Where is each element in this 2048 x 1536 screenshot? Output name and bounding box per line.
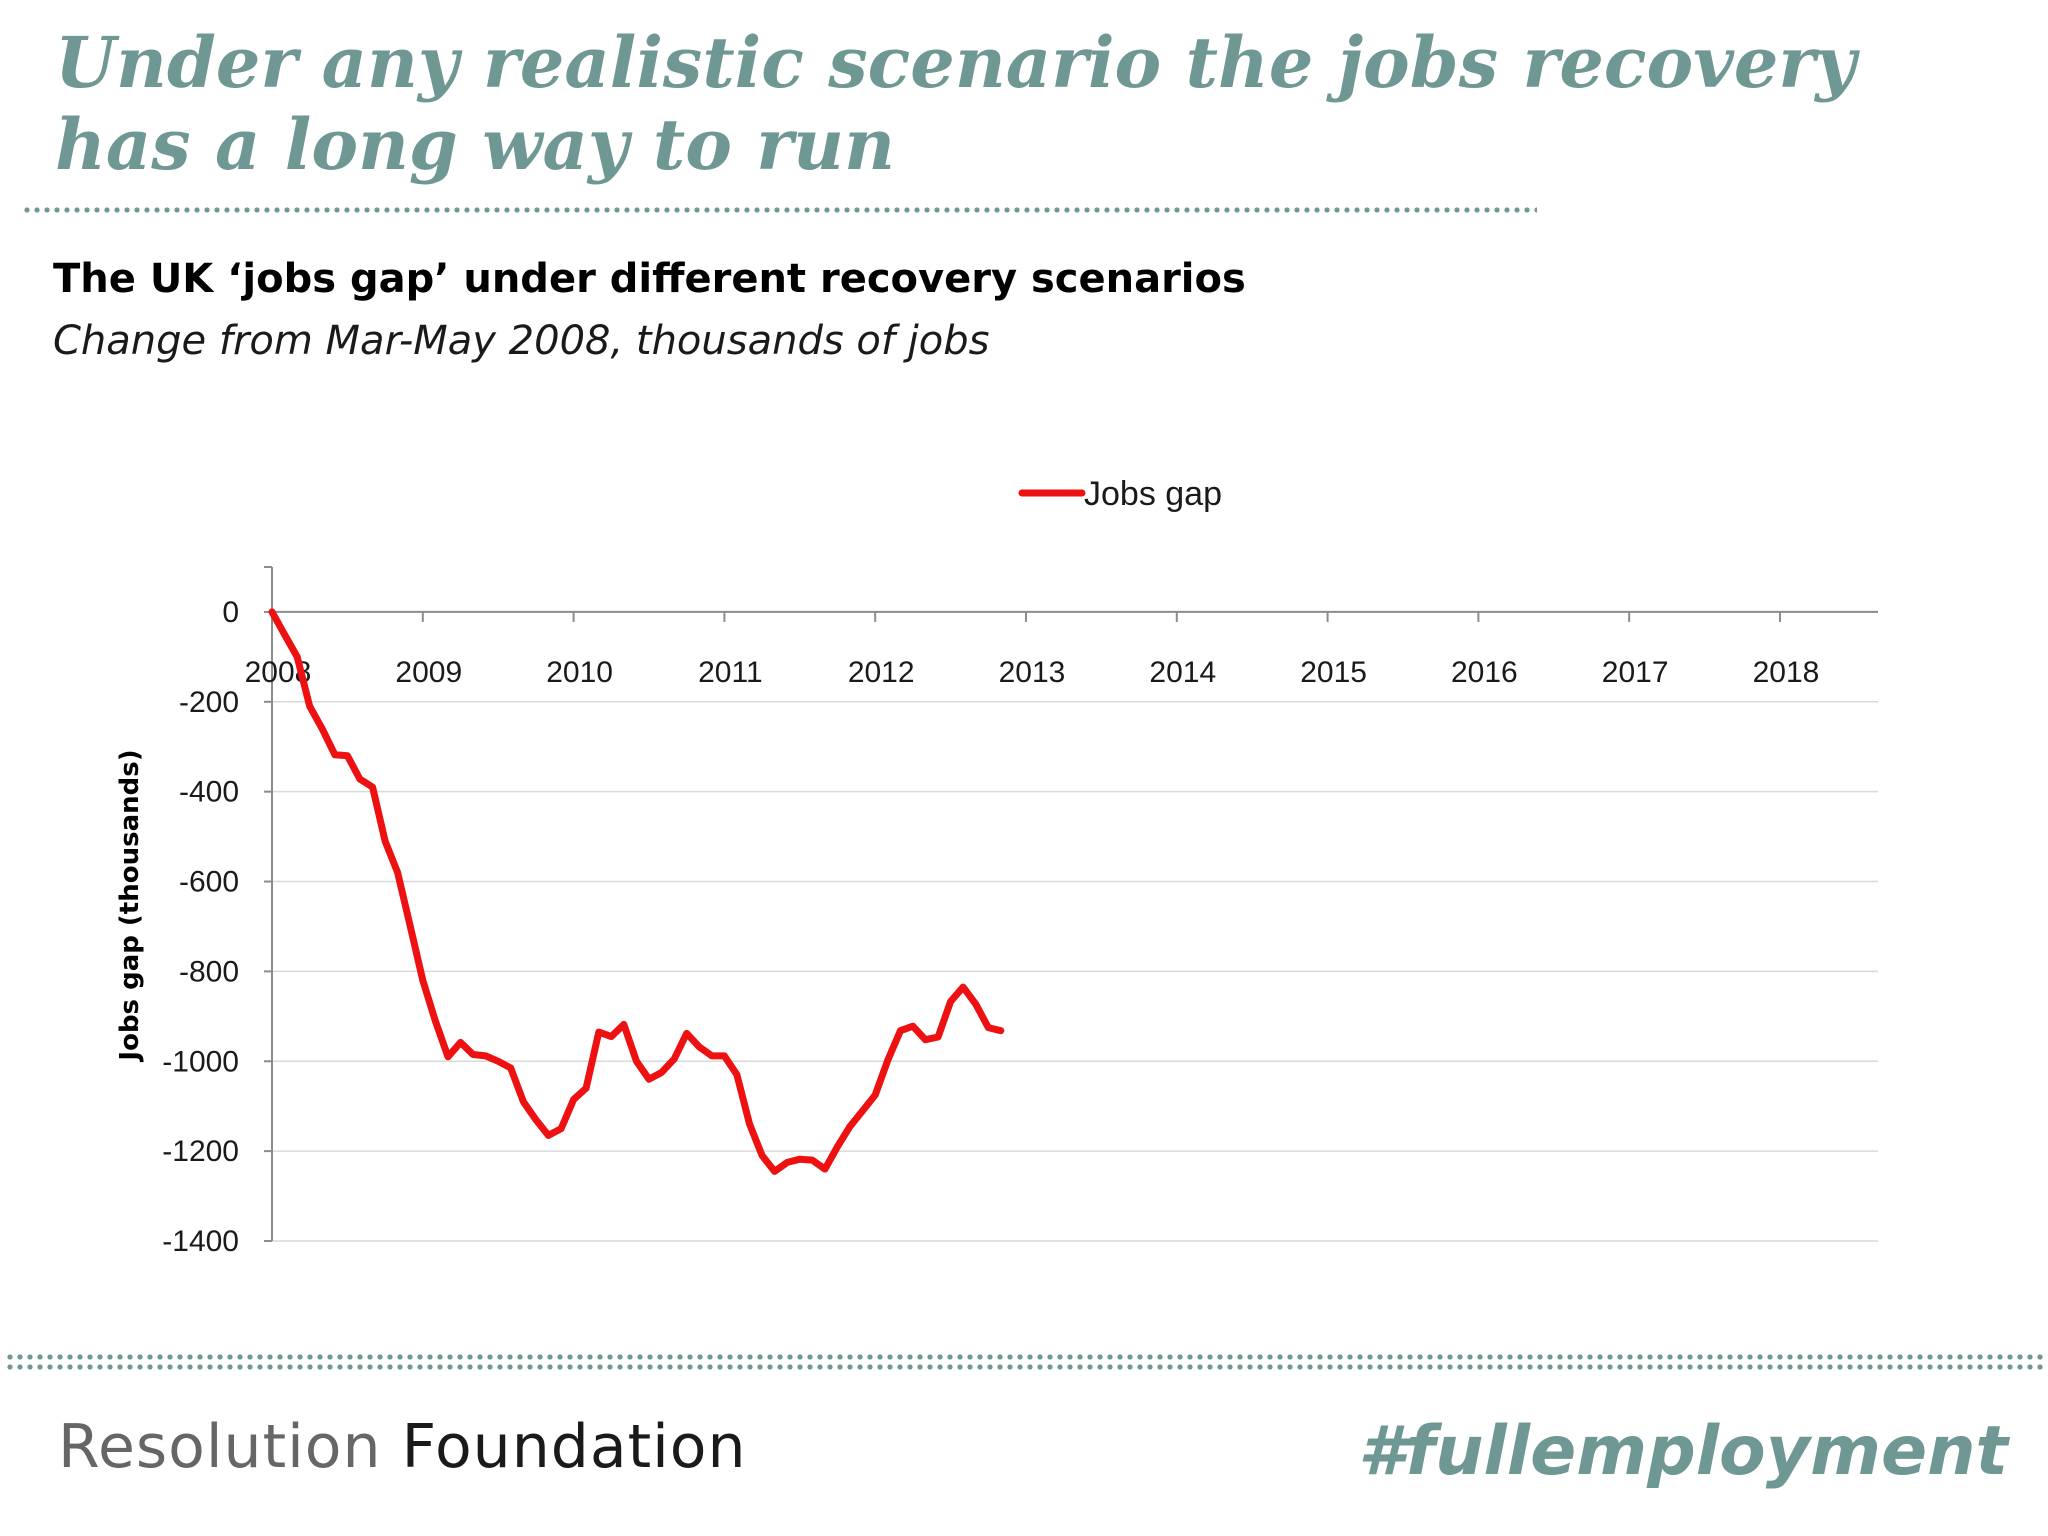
x-tick-label: 2016 bbox=[1451, 656, 1518, 689]
x-tick-label: 2010 bbox=[546, 656, 613, 689]
y-tick-label: -1400 bbox=[162, 1225, 239, 1258]
x-tick-label: 2018 bbox=[1753, 656, 1820, 689]
legend: Jobs gap bbox=[1018, 475, 1222, 513]
chart-subtitle: Change from Mar-May 2008, thousands of j… bbox=[53, 318, 990, 364]
chart-title: The UK ‘jobs gap’ under different recove… bbox=[53, 256, 1246, 302]
x-tick-label: 2009 bbox=[395, 656, 462, 689]
x-tick-label: 2012 bbox=[848, 656, 915, 689]
x-tick-label: 2017 bbox=[1602, 656, 1669, 689]
slide-headline: Under any realistic scenario the jobs re… bbox=[55, 21, 1856, 186]
x-tick-label: 2014 bbox=[1149, 656, 1216, 689]
hashtag: #fullemployment bbox=[1358, 1412, 2008, 1491]
dotted-divider-bottom bbox=[5, 1352, 2043, 1372]
dotted-divider-top bbox=[22, 206, 1537, 214]
y-tick-label: -1200 bbox=[162, 1135, 239, 1168]
series-layer bbox=[268, 608, 1005, 1175]
y-tick-label: 0 bbox=[222, 596, 239, 629]
y-tick-label: -800 bbox=[179, 955, 239, 988]
resolution-foundation-logo: Resolution Foundation bbox=[58, 1412, 747, 1482]
series-line-jobs-gap bbox=[268, 608, 1005, 1175]
x-tick-label: 2013 bbox=[999, 656, 1066, 689]
y-tick-label: -200 bbox=[179, 686, 239, 719]
x-tick-label: 2011 bbox=[698, 656, 763, 689]
y-tick-label: -400 bbox=[179, 776, 239, 809]
y-axis-label: Jobs gap (thousands) bbox=[115, 749, 145, 1062]
legend-label-jobs-gap: Jobs gap bbox=[1084, 475, 1222, 513]
x-tick-label: 2015 bbox=[1300, 656, 1367, 689]
y-tick-label: -600 bbox=[179, 866, 239, 899]
grid-layer bbox=[272, 701, 1878, 1242]
y-tick-label: -1000 bbox=[162, 1045, 239, 1078]
